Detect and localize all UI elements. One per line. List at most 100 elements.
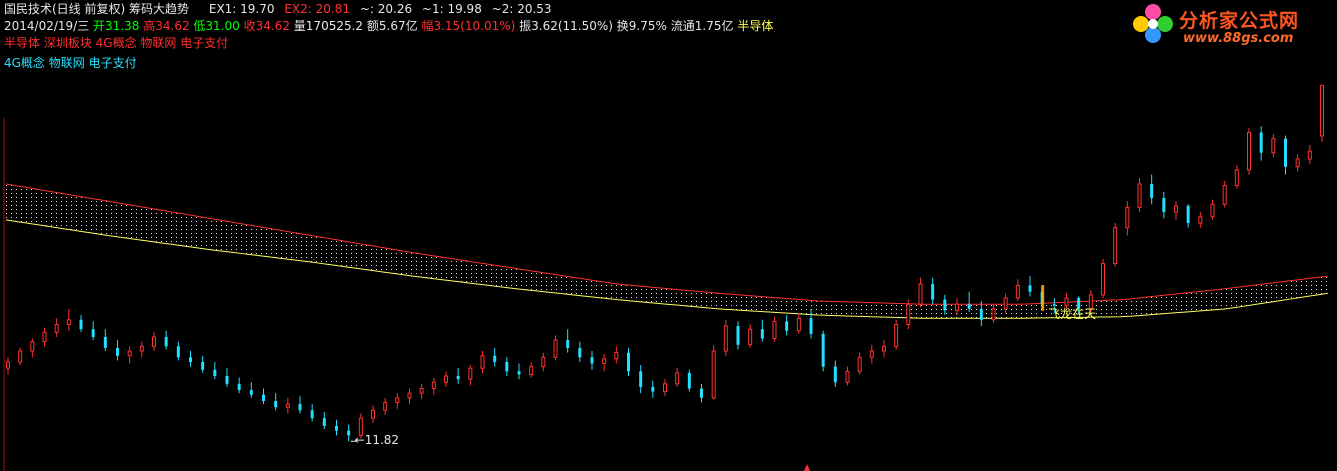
ex1-value: EX1: 19.70 bbox=[208, 2, 275, 16]
candle-up bbox=[1174, 205, 1178, 213]
candle-down bbox=[201, 361, 205, 370]
quote-close: 收34.62 bbox=[243, 19, 290, 33]
candle-down bbox=[322, 418, 326, 426]
candle-down bbox=[1052, 304, 1056, 306]
candle-down bbox=[1028, 285, 1032, 292]
candle-up bbox=[139, 345, 144, 352]
candle-down bbox=[1284, 138, 1287, 167]
candle-up bbox=[1125, 206, 1130, 229]
candle-down bbox=[627, 352, 630, 372]
candle-down bbox=[456, 376, 460, 380]
candle-down bbox=[91, 329, 95, 337]
candle-up bbox=[857, 356, 862, 372]
chip-band bbox=[5, 183, 1329, 319]
candle-down bbox=[335, 425, 338, 431]
candle-down bbox=[103, 336, 107, 348]
candle-up bbox=[553, 339, 558, 358]
candle-up bbox=[675, 372, 680, 385]
candle-up bbox=[1137, 183, 1142, 208]
candle-down bbox=[213, 369, 217, 377]
candle-up bbox=[748, 328, 753, 346]
candle-up bbox=[1198, 216, 1203, 224]
candle-up bbox=[906, 303, 911, 325]
candle-down bbox=[1186, 205, 1190, 224]
candle-up bbox=[894, 323, 899, 347]
candle-down bbox=[809, 318, 813, 334]
candle-up bbox=[127, 350, 132, 357]
concept-tags-red[interactable]: 半导体 深圳板块 4G概念 物联网 电子支付 bbox=[4, 36, 229, 50]
candle-down bbox=[505, 361, 509, 372]
candle-up bbox=[663, 383, 667, 393]
logo-url: www.88gs.com bbox=[1183, 31, 1294, 46]
candle-up bbox=[602, 358, 607, 365]
candle-up bbox=[1088, 294, 1093, 310]
concept-tags-cyan[interactable]: 4G概念 物联网 电子支付 bbox=[4, 56, 137, 70]
candle-up bbox=[1101, 263, 1105, 296]
candle-down bbox=[760, 329, 764, 339]
ex2-line bbox=[5, 183, 1329, 305]
site-logo: 分析家公式网 www.88gs.com bbox=[1129, 2, 1329, 48]
candle-down bbox=[225, 376, 229, 384]
tilde-value: ~: 20.26 bbox=[359, 2, 413, 16]
quote-amount: 额5.67亿 bbox=[366, 19, 418, 33]
quote-float: 流通1.75亿 bbox=[670, 19, 734, 33]
candle-up bbox=[1295, 158, 1300, 168]
candle-up bbox=[955, 303, 959, 311]
ex2-value: EX2: 20.81 bbox=[284, 2, 350, 16]
candle-down bbox=[687, 372, 691, 389]
candle-up bbox=[431, 381, 436, 389]
candle-down bbox=[931, 283, 935, 300]
candle-up bbox=[845, 370, 850, 383]
candle-up bbox=[371, 409, 375, 419]
candle-down bbox=[590, 357, 594, 364]
quote-sector: 半导体 bbox=[737, 19, 774, 33]
quote-low: 低31.00 bbox=[193, 19, 240, 33]
candle-up bbox=[991, 308, 996, 321]
title-line: 国民技术(日线 前复权) 筹码大趋势 EX1: 19.70 EX2: 20.81… bbox=[4, 0, 552, 17]
candle-down bbox=[943, 299, 947, 311]
flower-logo-icon bbox=[1133, 4, 1173, 43]
candle-up bbox=[18, 350, 23, 363]
candle-up bbox=[419, 387, 424, 394]
candle-down bbox=[298, 404, 302, 411]
candle-up bbox=[529, 366, 534, 375]
candle-down bbox=[651, 386, 655, 392]
candle-up bbox=[1210, 203, 1215, 218]
candle-up bbox=[711, 350, 716, 399]
candle-down bbox=[578, 347, 582, 358]
candle-up bbox=[1307, 150, 1312, 160]
candle-up bbox=[30, 341, 35, 352]
quote-date: 2014/02/19/三 bbox=[4, 19, 90, 33]
quote-change: 幅3.15(10.01%) bbox=[421, 19, 516, 33]
candle-down bbox=[116, 347, 119, 356]
candle-up bbox=[1113, 227, 1118, 265]
quote-open: 开31.38 bbox=[93, 19, 140, 33]
candle-up bbox=[614, 352, 619, 360]
candle-up bbox=[468, 367, 473, 380]
band-fill bbox=[6, 183, 1328, 319]
candle-down bbox=[347, 430, 351, 436]
candle-up bbox=[42, 331, 47, 343]
candle-down bbox=[1077, 297, 1081, 309]
candle-down bbox=[967, 304, 971, 309]
signal-marker bbox=[1041, 285, 1045, 311]
ex1-line bbox=[5, 219, 1329, 319]
quote-turnover: 换9.75% bbox=[616, 19, 667, 33]
quote-line: 2014/02/19/三 开31.38 高34.62 低31.00 收34.62… bbox=[4, 17, 773, 34]
candle-down bbox=[979, 308, 983, 320]
candle-down bbox=[262, 394, 265, 401]
quote-amplitude: 振3.62(11.50%) bbox=[519, 19, 613, 33]
candle-down bbox=[493, 355, 497, 362]
candle-down bbox=[821, 333, 825, 367]
tilde1-value: ~1: 19.98 bbox=[421, 2, 482, 16]
candle-up bbox=[1222, 185, 1227, 205]
candle-up bbox=[1234, 169, 1239, 187]
candle-down bbox=[274, 400, 278, 408]
candle-down bbox=[833, 366, 837, 383]
candle-up bbox=[54, 323, 59, 333]
candle-down bbox=[700, 388, 703, 398]
signal-label: 飞龙在天 bbox=[1048, 306, 1097, 321]
candle-up bbox=[723, 325, 728, 352]
